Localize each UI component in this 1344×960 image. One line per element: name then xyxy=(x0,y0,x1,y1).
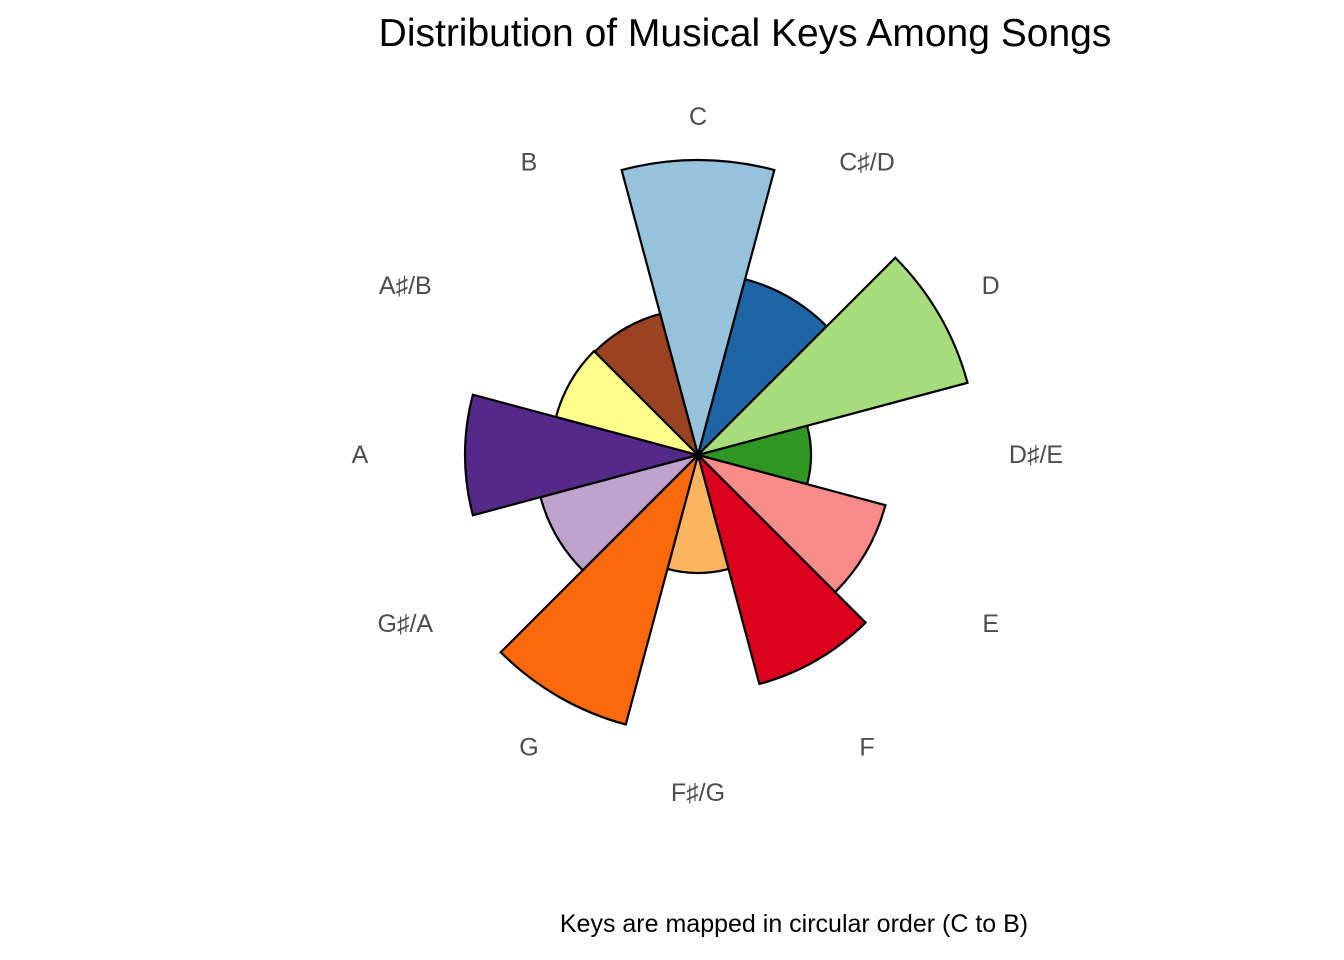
key-label-9: G♯/A xyxy=(378,610,434,638)
wedge-1 xyxy=(620,158,776,460)
key-label-12: B xyxy=(521,148,538,176)
wedge-layer xyxy=(463,158,969,726)
wedge-5 xyxy=(694,452,887,594)
key-label-5: E xyxy=(982,610,999,638)
key-label-layer: C C♯/D D D♯/E E F F♯/G G G♯/A A A♯/B B xyxy=(352,103,1063,807)
key-label-4: D♯/E xyxy=(1009,441,1063,469)
wedge-6 xyxy=(695,451,868,686)
wedge-2 xyxy=(695,277,829,459)
wedge-8 xyxy=(499,451,701,726)
wedge-10 xyxy=(463,393,703,517)
key-label-3: D xyxy=(982,272,1000,300)
key-label-11: A♯/B xyxy=(379,272,432,300)
key-label-6: F xyxy=(859,734,874,762)
wedge-12 xyxy=(593,312,701,459)
chart-caption: Keys are mapped in circular order (C to … xyxy=(559,910,1029,938)
wedge-3 xyxy=(694,256,969,458)
key-label-1: C xyxy=(689,103,707,131)
key-label-2: C♯/D xyxy=(839,148,895,176)
key-label-10: A xyxy=(352,441,369,469)
key-label-7: F♯/G xyxy=(671,779,725,807)
key-label-8: G xyxy=(519,734,538,762)
chart-title: Distribution of Musical Keys Among Songs xyxy=(378,12,1112,55)
wedge-9 xyxy=(539,452,702,572)
